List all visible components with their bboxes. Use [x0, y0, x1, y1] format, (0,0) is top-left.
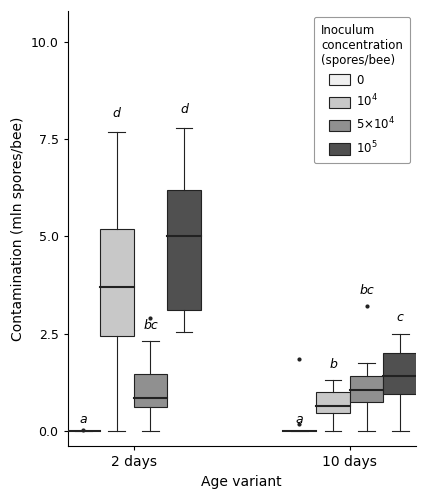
Legend: 0, 10$^4$, 5×10$^4$, 10$^5$: 0, 10$^4$, 5×10$^4$, 10$^5$ — [313, 17, 409, 163]
Bar — [383, 353, 416, 394]
Y-axis label: Contamination (mln spores/bee): Contamination (mln spores/bee) — [11, 116, 25, 341]
Text: a: a — [295, 413, 302, 426]
Text: bc: bc — [358, 284, 373, 296]
Text: a: a — [79, 413, 87, 426]
Text: bc: bc — [143, 318, 158, 332]
Text: c: c — [396, 311, 403, 324]
Bar — [100, 228, 133, 336]
Bar — [133, 374, 167, 408]
X-axis label: Age variant: Age variant — [201, 475, 282, 489]
Bar — [349, 376, 383, 402]
Text: d: d — [180, 103, 187, 116]
Text: d: d — [112, 107, 121, 120]
Bar — [316, 392, 349, 413]
Bar — [167, 190, 200, 310]
Text: b: b — [328, 358, 336, 370]
